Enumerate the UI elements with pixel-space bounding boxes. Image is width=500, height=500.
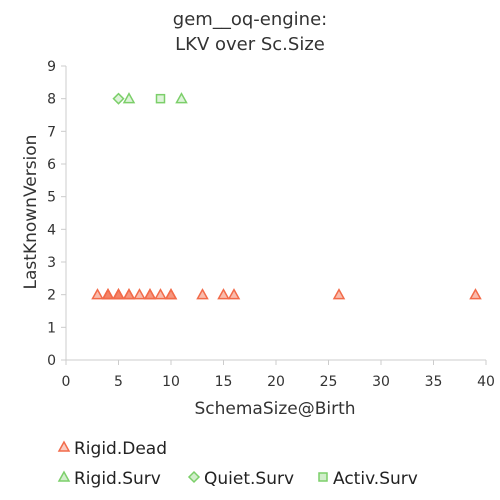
legend-label: Rigid.Surv <box>74 469 161 489</box>
data-point <box>133 288 146 300</box>
y-tick-label: 7 <box>47 124 56 140</box>
legend-marker <box>187 470 201 484</box>
y-axis-label: LastKnownVersion <box>21 135 41 290</box>
data-point <box>469 288 482 300</box>
data-point <box>175 92 188 104</box>
legend-label: Activ.Surv <box>333 469 418 489</box>
data-point <box>122 288 136 300</box>
y-tick-label: 0 <box>47 353 56 369</box>
y-tick-label: 4 <box>47 222 56 238</box>
data-point <box>227 288 241 300</box>
x-axis-label: SchemaSize@Birth <box>194 399 355 419</box>
data-point <box>101 288 115 300</box>
y-tick-label: 3 <box>47 255 56 271</box>
x-tick-label: 5 <box>114 374 123 390</box>
chart-title-line-1: gem__oq-engine: <box>173 9 327 30</box>
data-points <box>91 92 482 300</box>
x-tick-label: 40 <box>477 374 495 390</box>
x-tick-label: 35 <box>425 374 443 390</box>
x-tick-label: 10 <box>162 374 180 390</box>
data-point <box>143 288 157 300</box>
data-point <box>155 93 166 104</box>
y-tick-label: 8 <box>47 92 56 108</box>
chart-title-line-2: LKV over Sc.Size <box>175 34 325 55</box>
data-point <box>164 288 178 300</box>
legend-label: Quiet.Surv <box>204 469 294 489</box>
data-point <box>122 92 136 104</box>
x-tick-label: 20 <box>267 374 285 390</box>
legend-label: Rigid.Dead <box>74 439 167 459</box>
y-tick-label: 9 <box>47 59 56 75</box>
data-point <box>154 288 167 300</box>
y-tick-label: 5 <box>47 190 56 206</box>
x-tick-label: 0 <box>62 374 71 390</box>
legend: Rigid.Dead Rigid.Surv Quiet.Surv Activ.Surv <box>57 439 418 489</box>
tick-labels: 0 5 10 15 20 25 30 35 40 0 1 2 3 4 5 6 7 8 9 <box>47 59 495 390</box>
data-point <box>91 288 104 300</box>
axes <box>61 65 487 365</box>
y-tick-label: 1 <box>47 320 56 336</box>
legend-marker <box>57 470 71 482</box>
data-point <box>217 288 230 300</box>
data-point <box>196 288 209 300</box>
data-point <box>332 288 346 300</box>
x-tick-label: 25 <box>320 374 338 390</box>
data-point <box>112 288 125 300</box>
y-tick-label: 2 <box>47 288 56 304</box>
y-tick-label: 6 <box>47 157 56 173</box>
legend-marker <box>57 440 71 452</box>
x-tick-label: 15 <box>215 374 233 390</box>
legend-marker <box>318 472 328 482</box>
data-point <box>112 92 125 105</box>
x-tick-label: 30 <box>372 374 390 390</box>
